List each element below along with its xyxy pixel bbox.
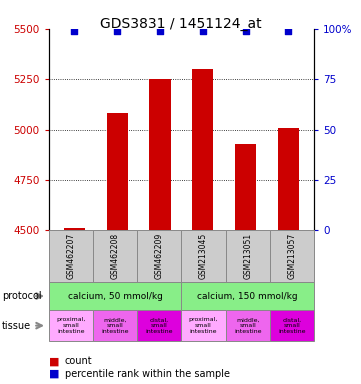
Point <box>200 28 206 34</box>
Text: GSM213057: GSM213057 <box>287 233 296 280</box>
Point <box>114 28 120 34</box>
Bar <box>64 228 85 230</box>
Text: GSM213051: GSM213051 <box>243 233 252 280</box>
Text: middle,
small
intestine: middle, small intestine <box>101 317 129 334</box>
Bar <box>278 127 299 230</box>
Text: GSM462207: GSM462207 <box>66 233 75 280</box>
Text: ■: ■ <box>49 356 59 366</box>
Point <box>286 28 291 34</box>
Point <box>71 28 77 34</box>
Text: proximal,
small
intestine: proximal, small intestine <box>189 317 218 334</box>
Bar <box>235 144 256 230</box>
Text: middle,
small
intestine: middle, small intestine <box>234 317 261 334</box>
Text: calcium, 150 mmol/kg: calcium, 150 mmol/kg <box>197 291 298 301</box>
Text: distal,
small
intestine: distal, small intestine <box>145 317 173 334</box>
Text: protocol: protocol <box>2 291 42 301</box>
Text: proximal,
small
intestine: proximal, small intestine <box>56 317 86 334</box>
Text: distal,
small
intestine: distal, small intestine <box>278 317 306 334</box>
Bar <box>192 69 213 230</box>
Text: calcium, 50 mmol/kg: calcium, 50 mmol/kg <box>68 291 162 301</box>
Text: GSM462208: GSM462208 <box>110 233 119 280</box>
Point <box>243 28 248 34</box>
Bar <box>149 79 171 230</box>
Text: GSM213045: GSM213045 <box>199 233 208 280</box>
Text: count: count <box>65 356 93 366</box>
Text: GSM462209: GSM462209 <box>155 233 164 280</box>
Text: ■: ■ <box>49 369 59 379</box>
Text: tissue: tissue <box>2 321 31 331</box>
Bar <box>106 113 128 230</box>
Text: percentile rank within the sample: percentile rank within the sample <box>65 369 230 379</box>
Text: GDS3831 / 1451124_at: GDS3831 / 1451124_at <box>100 17 261 31</box>
Point <box>157 28 163 34</box>
